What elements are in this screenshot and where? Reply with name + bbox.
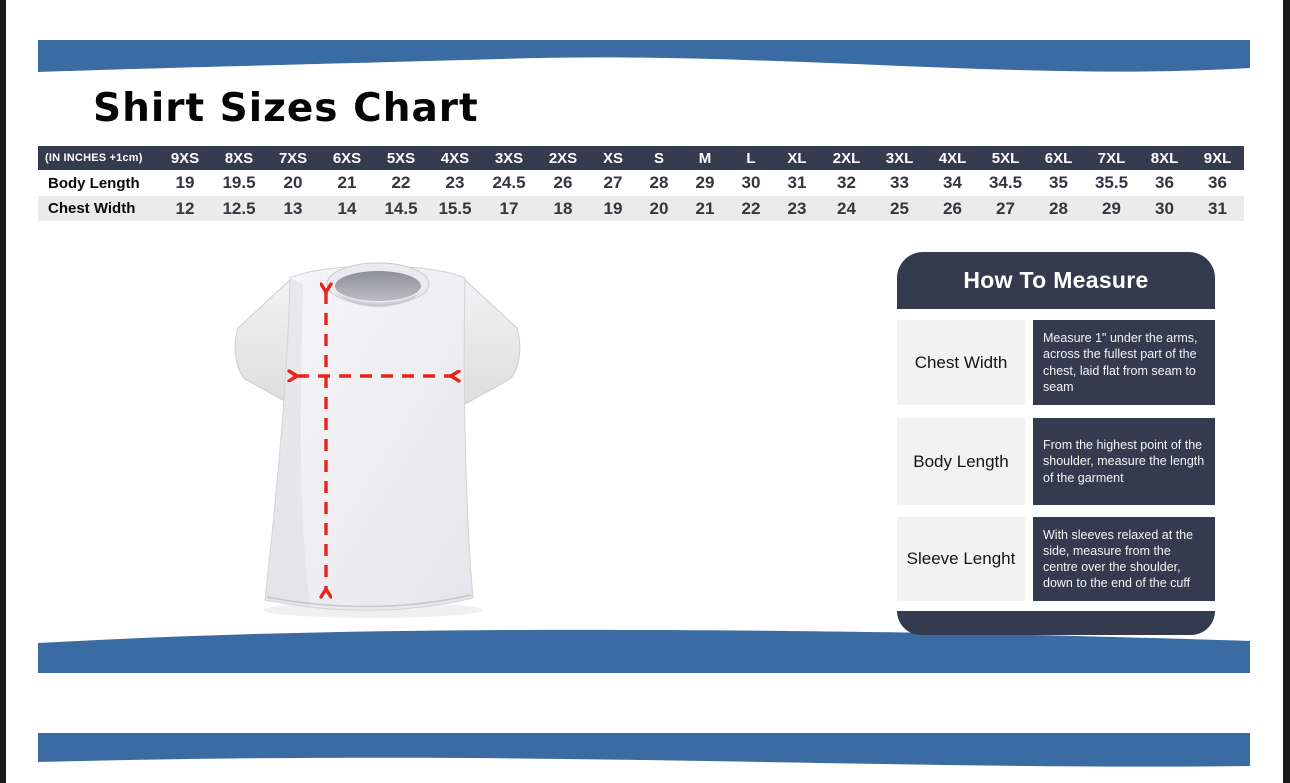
body-length-cell: 27 [603, 173, 623, 192]
body-length-cell: 21 [337, 173, 357, 192]
size-header-cell: 8XL [1150, 149, 1179, 167]
tshirt-measurement-graphic [234, 262, 521, 618]
bottom-wave-bands [38, 629, 1250, 767]
size-table: (IN INCHES +1cm) 9XS 8XS 7XS 6XS 5XS 4XS 3XS 2X… [38, 146, 1244, 221]
size-header-cell: 3XL [885, 149, 914, 167]
body-length-cell: 30 [741, 173, 761, 192]
chest-width-cell: 23 [787, 198, 807, 218]
chest-width-cell: 17 [499, 198, 519, 218]
chest-width-cell: 28 [1049, 198, 1068, 218]
row-label-chest-width: Chest Width [48, 200, 136, 217]
body-length-cell: 19.5 [222, 173, 256, 192]
body-length-cell: 35.5 [1094, 173, 1129, 192]
tshirt-torso [264, 265, 474, 611]
body-length-cell: 29 [695, 173, 715, 192]
left-edge-strip [0, 0, 6, 783]
size-header-cell: 6XL [1044, 149, 1073, 167]
chest-width-cell: 30 [1155, 198, 1174, 218]
chest-width-cell: 24 [837, 198, 856, 218]
chest-width-cell: 22 [741, 198, 761, 218]
body-length-cell: 34 [943, 173, 962, 192]
size-header-cell: 2XS [548, 149, 578, 167]
size-header-cell: XS [602, 149, 623, 167]
measure-label-chest-width: Chest Width [897, 320, 1025, 405]
size-header-cell: 4XS [440, 149, 470, 167]
chest-width-cell: 21 [695, 198, 715, 218]
page-title: Shirt Sizes Chart [93, 86, 479, 131]
body-length-cell: 23 [445, 173, 465, 192]
chest-width-cell: 29 [1102, 198, 1121, 218]
body-length-cell: 28 [649, 173, 669, 192]
chest-width-cell: 25 [890, 198, 909, 218]
size-header-cell: 9XL [1203, 149, 1232, 167]
tshirt-collar-front-shadow [335, 292, 421, 307]
chest-width-row: Chest Width 12 12.5 13 14 14.5 15.5 17 18 19 20 21… [38, 196, 1244, 221]
size-header-row: (IN INCHES +1cm) 9XS 8XS 7XS 6XS 5XS 4XS 3XS 2X… [38, 146, 1244, 170]
size-header-cell: 5XL [991, 149, 1020, 167]
measure-row-sleeve-length: Sleeve Lenght With sleeves relaxed at th… [897, 517, 1215, 601]
how-to-measure-panel: How To Measure Chest Width Measure 1" un… [897, 252, 1215, 635]
chest-width-cell: 15.5 [438, 198, 472, 218]
size-header-cell: 5XS [386, 149, 416, 167]
size-header-cell: 6XS [332, 149, 362, 167]
top-wave-band [38, 40, 1250, 72]
tshirt-hem-line [266, 594, 472, 608]
chest-width-cell: 14.5 [384, 198, 418, 218]
chest-width-cell: 27 [996, 198, 1015, 218]
row-label-body-length: Body Length [48, 174, 140, 192]
body-length-cell: 19 [175, 173, 195, 192]
chest-width-cell: 19 [603, 198, 623, 218]
panel-footer-bar [897, 611, 1215, 635]
chest-width-cell: 14 [337, 198, 357, 218]
how-to-measure-header: How To Measure [897, 252, 1215, 309]
size-header-cell: XL [787, 149, 807, 167]
body-length-row: Body Length 19 19.5 20 21 22 23 24.5 26 27 28 29 30… [38, 170, 1244, 196]
body-length-cell: 36 [1208, 173, 1227, 192]
measure-desc-chest-width: Measure 1" under the arms, across the fu… [1033, 320, 1215, 405]
body-length-cell: 20 [283, 173, 303, 192]
right-edge-strip [1283, 0, 1290, 783]
body-length-cell: 31 [787, 173, 807, 192]
chest-width-cell: 18 [553, 198, 573, 218]
size-header-cell: S [653, 149, 664, 167]
body-length-cell: 36 [1155, 173, 1174, 192]
measure-desc-body-length: From the highest point of the shoulder, … [1033, 418, 1215, 505]
measure-label-body-length: Body Length [897, 418, 1025, 505]
size-header-cell: 8XS [224, 149, 254, 167]
chest-width-cell: 31 [1208, 198, 1227, 218]
measure-desc-sleeve-length: With sleeves relaxed at the side, measur… [1033, 517, 1215, 601]
bottom-band-2 [38, 733, 1250, 767]
chest-width-cell: 12.5 [222, 198, 256, 218]
body-length-cell: 32 [837, 173, 856, 192]
body-length-cell: 26 [553, 173, 573, 192]
measure-label-sleeve-length: Sleeve Lenght [897, 517, 1025, 601]
tshirt-side-shade [265, 278, 310, 606]
tshirt-collar-opening [335, 271, 421, 301]
chest-width-cell: 26 [943, 198, 962, 218]
size-header-cell: 4XL [938, 149, 967, 167]
size-header-cell: 2XL [832, 149, 861, 167]
body-length-cell: 34.5 [988, 173, 1023, 192]
body-length-cell: 35 [1049, 173, 1068, 192]
measure-row-chest-width: Chest Width Measure 1" under the arms, a… [897, 320, 1215, 405]
size-header-cell: 9XS [170, 149, 200, 167]
chest-width-cell: 20 [649, 198, 669, 218]
bottom-band-1 [38, 629, 1250, 673]
body-length-cell: 33 [890, 173, 909, 192]
tshirt-right-sleeve [457, 276, 521, 405]
size-header-cell: 7XS [278, 149, 308, 167]
unit-label: (IN INCHES +1cm) [45, 152, 143, 164]
size-header-cell: 3XS [494, 149, 524, 167]
measure-row-body-length: Body Length From the highest point of th… [897, 418, 1215, 505]
chest-width-cell: 13 [283, 198, 303, 218]
size-header-cell: 7XL [1097, 149, 1126, 167]
body-length-cell: 24.5 [492, 173, 526, 192]
size-header-cell: L [746, 149, 756, 167]
size-header-cell: M [698, 149, 712, 167]
body-length-cell: 22 [391, 173, 411, 192]
chest-width-cell: 12 [175, 198, 195, 218]
